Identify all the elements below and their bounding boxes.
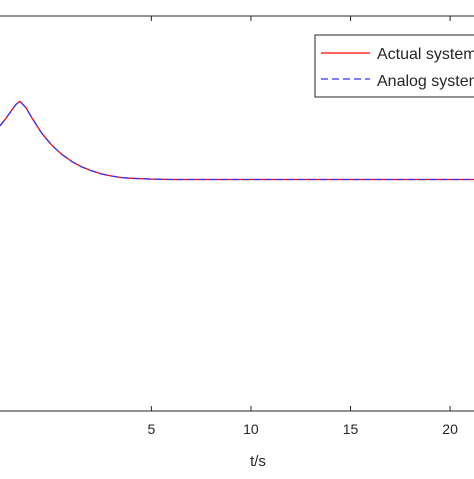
- legend-label-actual-system: Actual system: [377, 46, 474, 63]
- x-tick-label: 20: [442, 421, 458, 437]
- legend: Actual system Analog system: [314, 34, 474, 98]
- x-tick-label: 5: [147, 421, 155, 437]
- x-tick-label: 15: [343, 421, 359, 437]
- x-axis-label: t/s: [250, 453, 266, 470]
- x-axis-ticks: [150, 16, 451, 411]
- x-axis-tick-labels: 5 10 15 20: [147, 421, 458, 437]
- series-line-analog-system: [0, 100, 474, 181]
- axes-frame: [0, 15, 474, 412]
- legend-label-analog-system: Analog system: [377, 73, 474, 90]
- legend-box: [314, 34, 474, 98]
- series-layer: [0, 100, 474, 181]
- x-tick-label: 10: [243, 421, 259, 437]
